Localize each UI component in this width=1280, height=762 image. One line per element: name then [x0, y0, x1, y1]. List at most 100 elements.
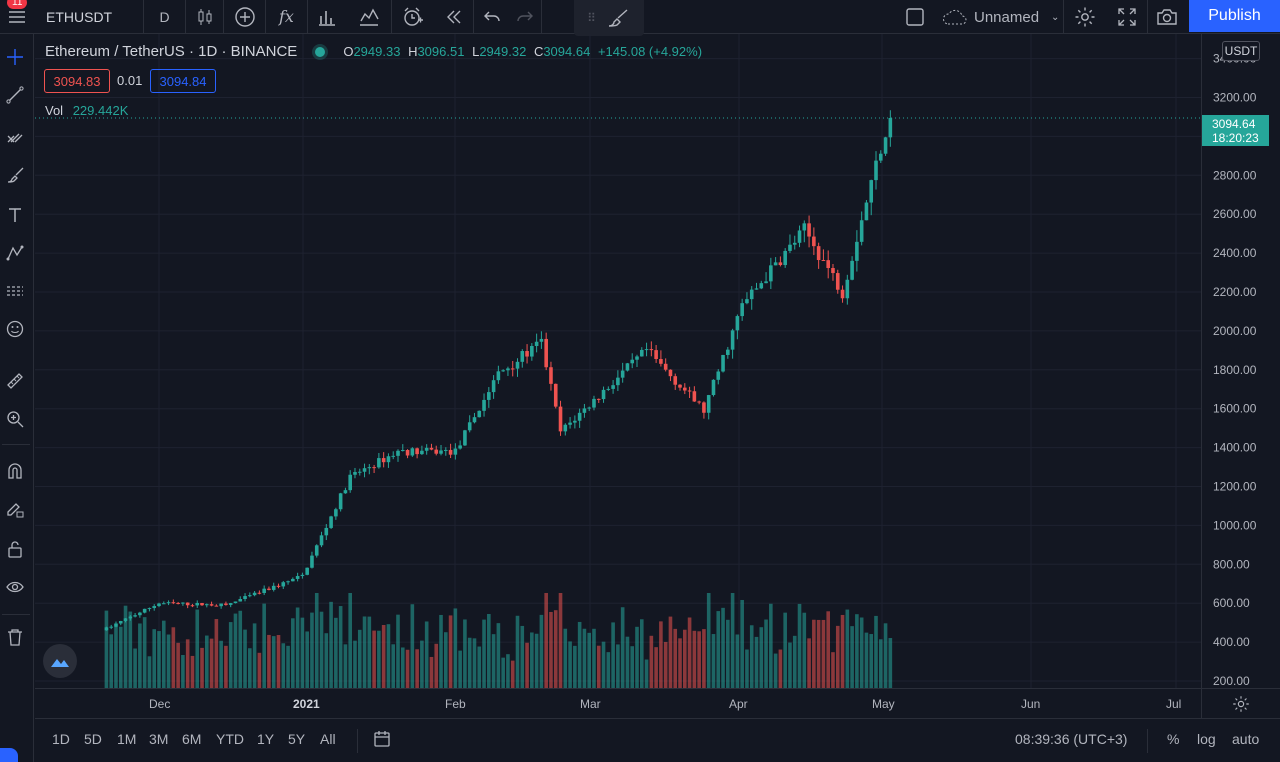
candle-body[interactable]	[166, 602, 171, 604]
candle-body[interactable]	[888, 117, 893, 138]
remove-drawings[interactable]	[0, 622, 30, 652]
candle-body[interactable]	[353, 472, 357, 475]
candle-body[interactable]	[434, 449, 439, 454]
chart-type-button[interactable]	[186, 0, 224, 34]
candle-body[interactable]	[553, 383, 558, 407]
candle-body[interactable]	[152, 606, 157, 609]
candle-body[interactable]	[764, 281, 768, 284]
candle-body[interactable]	[706, 395, 711, 413]
candle-body[interactable]	[510, 368, 515, 370]
templates-button[interactable]	[308, 0, 346, 34]
candle-body[interactable]	[176, 602, 180, 604]
candle-body[interactable]	[482, 399, 486, 411]
candle-body[interactable]	[816, 246, 821, 261]
candle-body[interactable]	[281, 582, 286, 587]
candle-body[interactable]	[616, 377, 620, 386]
candle-body[interactable]	[525, 351, 529, 357]
candle-body[interactable]	[267, 588, 271, 590]
candle-body[interactable]	[573, 420, 577, 423]
candle-body[interactable]	[869, 180, 874, 203]
symbol-title[interactable]: Ethereum / TetherUS · 1D · BINANCE	[45, 43, 298, 60]
buy-button[interactable]: 3094.84	[150, 69, 216, 93]
icons-tool[interactable]	[0, 314, 30, 344]
candle-body[interactable]	[864, 202, 869, 221]
candle-body[interactable]	[639, 349, 644, 357]
candle-body[interactable]	[783, 250, 787, 266]
candle-body[interactable]	[730, 330, 735, 350]
candle-body[interactable]	[286, 581, 290, 583]
candle-body[interactable]	[381, 458, 386, 463]
fullscreen-button[interactable]	[1106, 0, 1148, 34]
candle-body[interactable]	[257, 592, 262, 594]
replay-button[interactable]	[434, 0, 474, 34]
brush-tool[interactable]	[0, 160, 30, 190]
indicators-button[interactable]: fx	[266, 0, 308, 34]
candle-body[interactable]	[200, 602, 204, 606]
candle-body[interactable]	[300, 574, 305, 577]
candle-body[interactable]	[496, 371, 501, 381]
candle-body[interactable]	[587, 407, 591, 409]
stay-in-drawing-mode[interactable]	[0, 494, 30, 524]
candle-body[interactable]	[343, 490, 348, 494]
range-1m[interactable]: 1M	[117, 731, 137, 747]
candle-body[interactable]	[219, 603, 223, 607]
candle-body[interactable]	[362, 468, 367, 472]
candle-body[interactable]	[692, 391, 697, 402]
drawing-panel-toggle[interactable]: ⠿	[574, 0, 644, 36]
candle-body[interactable]	[142, 608, 147, 613]
candle-body[interactable]	[778, 262, 783, 266]
candle-body[interactable]	[118, 621, 123, 624]
sell-button[interactable]: 3094.83	[44, 69, 110, 93]
candle-body[interactable]	[305, 567, 309, 575]
menu-button[interactable]: 11	[0, 0, 34, 34]
range-5y[interactable]: 5Y	[288, 731, 306, 747]
candle-body[interactable]	[592, 398, 596, 408]
candle-body[interactable]	[530, 346, 534, 357]
candle-body[interactable]	[314, 545, 319, 556]
candle-body[interactable]	[195, 602, 200, 606]
candle-body[interactable]	[821, 260, 826, 262]
candle-body[interactable]	[400, 450, 405, 452]
measure-tool[interactable]	[0, 366, 30, 396]
undo-button[interactable]	[476, 0, 508, 34]
tradingview-logo[interactable]	[43, 644, 77, 678]
range-5d[interactable]: 5D	[84, 731, 102, 747]
candle-body[interactable]	[458, 445, 462, 449]
candle-body[interactable]	[663, 363, 668, 370]
candle-body[interactable]	[472, 417, 477, 423]
candle-body[interactable]	[788, 244, 792, 251]
lock-drawings[interactable]	[0, 534, 30, 564]
candle-body[interactable]	[214, 605, 219, 607]
trend-line-tool[interactable]	[0, 80, 30, 110]
candle-body[interactable]	[138, 612, 142, 616]
candle-body[interactable]	[453, 448, 458, 455]
candle-body[interactable]	[487, 392, 491, 400]
candle-body[interactable]	[563, 424, 568, 432]
candle-body[interactable]	[568, 422, 572, 425]
candle-body[interactable]	[444, 449, 448, 451]
candle-body[interactable]	[740, 303, 744, 317]
candle-body[interactable]	[802, 223, 807, 231]
candle-body[interactable]	[539, 338, 544, 342]
candle-body[interactable]	[721, 354, 725, 372]
candle-body[interactable]	[596, 398, 601, 400]
zoom-tool[interactable]	[0, 404, 30, 434]
candle-body[interactable]	[439, 450, 443, 454]
candle-body[interactable]	[295, 576, 300, 579]
candle-body[interactable]	[348, 474, 352, 491]
candle-body[interactable]	[702, 402, 706, 413]
candle-body[interactable]	[845, 279, 850, 299]
candle-body[interactable]	[228, 603, 233, 605]
candle-body[interactable]	[601, 389, 606, 400]
candle-body[interactable]	[238, 598, 243, 602]
candle-body[interactable]	[367, 467, 372, 469]
candle-body[interactable]	[334, 509, 338, 517]
candle-body[interactable]	[883, 137, 888, 154]
candle-body[interactable]	[582, 408, 587, 413]
candle-body[interactable]	[506, 368, 510, 371]
candle-body[interactable]	[386, 456, 391, 463]
candle-body[interactable]	[310, 555, 314, 568]
candle-body[interactable]	[491, 380, 496, 393]
auto-toggle[interactable]: auto	[1232, 731, 1260, 747]
candle-body[interactable]	[759, 283, 764, 289]
